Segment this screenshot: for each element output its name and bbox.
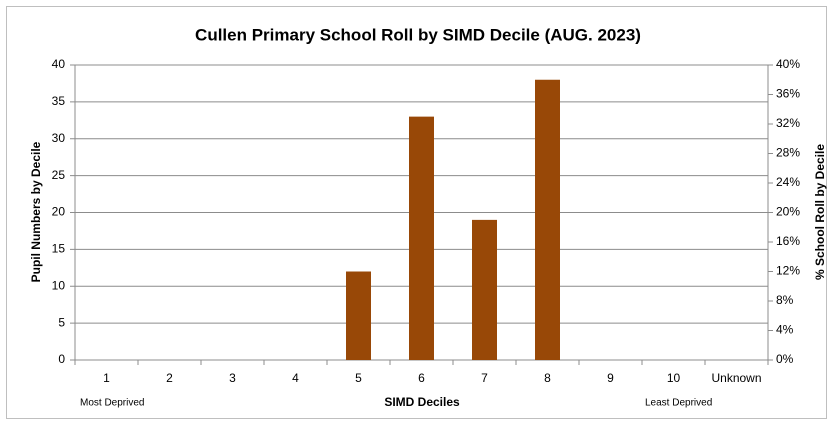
y2-tick-label: 32%: [776, 116, 800, 130]
y2-tick-label: 12%: [776, 264, 800, 278]
y2-tick-label: 4%: [776, 323, 794, 337]
y2-tick-label: 16%: [776, 234, 800, 248]
x-tick-label: 3: [229, 371, 236, 385]
x-tick-label: 10: [667, 371, 681, 385]
y2-tick-label: 8%: [776, 293, 794, 307]
y2-tick-label: 28%: [776, 146, 800, 160]
y2-tick-label: 36%: [776, 87, 800, 101]
y-tick-label: 20: [52, 205, 66, 219]
y-tick-label: 15: [52, 242, 66, 256]
y-axis-label: Pupil Numbers by Decile: [29, 141, 43, 282]
y-tick-label: 40: [52, 57, 66, 71]
x-tick-label: 1: [103, 371, 110, 385]
y2-tick-label: 20%: [776, 205, 800, 219]
y2-tick-label: 40%: [776, 57, 800, 71]
y-tick-label: 5: [58, 315, 65, 329]
y-tick-label: 10: [52, 278, 66, 292]
annotation: Least Deprived: [645, 398, 712, 409]
x-tick-label: 6: [418, 371, 425, 385]
y-tick-label: 25: [52, 168, 66, 182]
x-tick-label: 8: [544, 371, 551, 385]
annotation: Most Deprived: [80, 398, 144, 409]
bar: [409, 116, 434, 360]
bar: [346, 271, 371, 360]
bar: [535, 79, 560, 360]
y-tick-label: 0: [58, 352, 65, 366]
x-tick-label: 2: [166, 371, 173, 385]
bar: [472, 219, 497, 360]
chart-title: Cullen Primary School Roll by SIMD Decil…: [195, 25, 641, 44]
x-axis-label: SIMD Deciles: [384, 395, 460, 409]
y-tick-label: 35: [52, 94, 66, 108]
y2-tick-label: 24%: [776, 175, 800, 189]
x-tick-label: 4: [292, 371, 299, 385]
y-tick-label: 30: [52, 131, 66, 145]
y2-axis-label: % School Roll by Decile: [813, 144, 827, 280]
x-tick-label: 9: [607, 371, 614, 385]
x-tick-label: 5: [355, 371, 362, 385]
y2-tick-label: 0%: [776, 352, 794, 366]
x-tick-label: 7: [481, 371, 488, 385]
x-tick-label: Unknown: [711, 371, 761, 385]
